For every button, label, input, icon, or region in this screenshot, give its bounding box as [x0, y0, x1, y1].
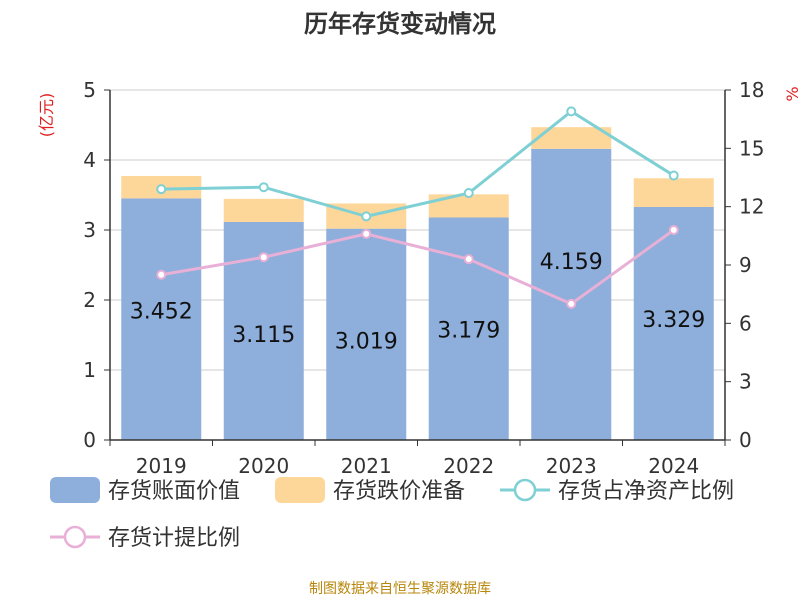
bar-impairment — [633, 178, 714, 207]
bar-data-label: 3.019 — [335, 330, 398, 355]
chart-title: 历年存货变动情况 — [304, 10, 496, 38]
y-left-axis-label: (亿元) — [37, 93, 56, 138]
y-right-tick-label: 9 — [739, 253, 752, 277]
line-point — [361, 211, 372, 222]
y-left-tick-label: 3 — [83, 218, 96, 242]
x-tick-label: 2019 — [136, 454, 187, 478]
legend-label: 存货账面价值 — [108, 479, 240, 504]
y-left-tick-label: 5 — [83, 78, 96, 102]
line-point — [668, 170, 679, 181]
x-tick-label: 2021 — [341, 454, 392, 478]
bars-group — [121, 127, 714, 440]
y-right-tick-label: 18 — [739, 78, 764, 102]
y-left-tick-label: 1 — [83, 358, 96, 382]
line-point — [258, 252, 269, 263]
legend-marker — [513, 478, 537, 502]
bar-book-value — [633, 206, 714, 440]
y-left-tick-label: 0 — [83, 428, 96, 452]
bar-data-label: 4.159 — [540, 250, 603, 275]
data-labels-group: 3.452 3.115 3.019 3.179 4.159 3.329 — [130, 250, 705, 355]
bar-book-value — [531, 148, 612, 440]
y-left-tick-label: 4 — [83, 148, 96, 172]
line-series — [160, 228, 675, 306]
y-right-axis-label: % — [783, 86, 800, 101]
x-tick-label: 2020 — [238, 454, 289, 478]
bar-data-label: 3.179 — [437, 318, 500, 343]
bar-book-value — [121, 198, 202, 440]
y-right-tick-label: 12 — [739, 195, 764, 219]
legend-label: 存货占净资产比例 — [558, 479, 734, 504]
line-point — [463, 254, 474, 265]
line-point — [156, 184, 167, 195]
x-tick-label: 2024 — [648, 454, 699, 478]
lines-group — [156, 106, 679, 309]
bar-data-label: 3.452 — [130, 299, 193, 324]
legend-marker — [63, 525, 87, 549]
bar-impairment — [531, 127, 612, 149]
line-series — [161, 109, 675, 218]
line-point — [361, 228, 372, 239]
y-right-tick-label: 6 — [739, 311, 752, 335]
bar-book-value — [326, 228, 407, 440]
line-point — [566, 298, 577, 309]
line-point — [156, 269, 167, 280]
legend-label: 存货计提比例 — [108, 526, 240, 551]
legend-swatch — [50, 477, 100, 503]
grid-lines — [110, 89, 725, 441]
source-footer: 制图数据来自恒生聚源数据库 — [309, 581, 491, 597]
legend-label: 存货跌价准备 — [333, 479, 465, 504]
line-point — [258, 182, 269, 193]
x-tick-label: 2023 — [546, 454, 597, 478]
bar-impairment — [428, 194, 509, 218]
x-tick-label: 2022 — [443, 454, 494, 478]
line-point — [566, 106, 577, 117]
line-point — [668, 225, 679, 235]
y-left-tick-label: 2 — [83, 288, 96, 312]
legend-swatch — [275, 477, 325, 503]
y-right-tick-label: 3 — [739, 370, 752, 394]
bar-data-label: 3.329 — [642, 308, 705, 333]
y-right-tick-label: 0 — [739, 428, 752, 452]
bar-impairment — [223, 198, 304, 222]
y-right-tick-label: 15 — [739, 136, 764, 160]
line-point — [463, 188, 474, 199]
bar-data-label: 3.115 — [232, 323, 295, 348]
